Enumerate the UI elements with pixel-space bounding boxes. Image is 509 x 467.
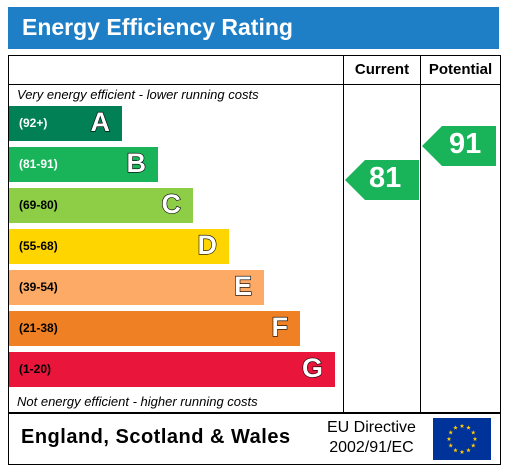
divider-potential	[420, 56, 421, 412]
column-header-current: Current	[354, 61, 410, 78]
potential-rating-arrow	[422, 126, 496, 166]
caption-bottom: Not energy efficient - higher running co…	[17, 394, 258, 409]
footer-region: England, Scotland & Wales	[21, 426, 291, 448]
band-letter: F	[271, 311, 289, 342]
flag-star	[453, 447, 458, 453]
flag-star	[466, 425, 471, 430]
eu-directive-line2: 2002/91/EC	[329, 439, 414, 456]
band-letter: G	[301, 352, 323, 383]
title-bar: Energy Efficiency Rating	[8, 7, 499, 49]
band-d: (55-68) D	[9, 229, 229, 264]
band-letter: A	[90, 106, 111, 137]
band-range-label: (39-54)	[19, 280, 58, 294]
band-letter: B	[126, 147, 147, 178]
flag-star	[466, 447, 471, 453]
band-range-label: (21-38)	[19, 321, 58, 335]
flag-star	[459, 449, 465, 454]
band-range-label: (55-68)	[19, 239, 58, 253]
band-range-label: (1-20)	[19, 362, 52, 376]
band-a: (92+) A	[9, 106, 122, 141]
header-divider	[9, 84, 500, 85]
band-letter: C	[161, 188, 182, 219]
rating-chart: Current Potential Very energy efficient …	[8, 55, 501, 413]
current-rating-value: 81	[369, 162, 402, 194]
eu-directive-line1: EU Directive	[327, 419, 416, 436]
band-letter: D	[197, 229, 218, 260]
flag-star	[453, 425, 458, 430]
band-e: (39-54) E	[9, 270, 264, 305]
flag-star	[472, 436, 478, 441]
current-rating-arrow	[345, 160, 419, 200]
band-range-label: (81-91)	[19, 157, 58, 171]
flag-star	[470, 443, 476, 448]
band-range-label: (69-80)	[19, 198, 58, 212]
flag-star	[459, 423, 465, 428]
flag-star	[448, 443, 454, 448]
footer: England, Scotland & Wales EU Directive 2…	[8, 413, 501, 465]
flag-star	[470, 430, 476, 435]
column-header-potential: Potential	[428, 61, 493, 78]
eu-directive: EU Directive 2002/91/EC	[327, 418, 416, 458]
band-c: (69-80) C	[9, 188, 193, 223]
band-g: (1-20) G	[9, 352, 335, 387]
band-b: (81-91) B	[9, 147, 158, 182]
eu-flag-icon	[433, 418, 491, 460]
flag-star	[446, 436, 452, 441]
flag-star	[448, 430, 454, 435]
potential-rating-value: 91	[449, 128, 482, 160]
band-letter: E	[233, 270, 252, 301]
band-range-label: (92+)	[19, 116, 48, 130]
band-f: (21-38) F	[9, 311, 300, 346]
caption-top: Very energy efficient - lower running co…	[17, 87, 259, 102]
page-title: Energy Efficiency Rating	[22, 14, 293, 40]
divider-current	[343, 56, 344, 412]
